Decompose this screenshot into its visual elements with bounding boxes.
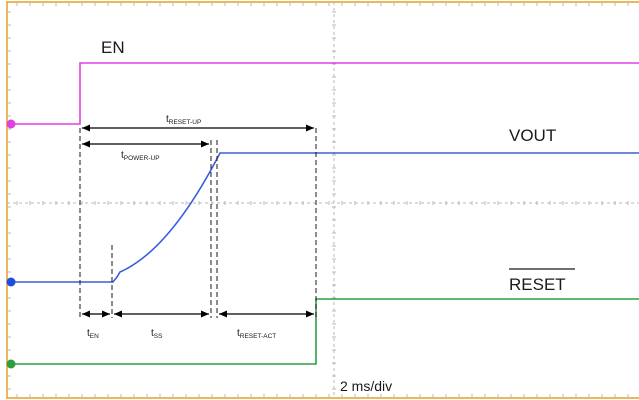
vout-trace xyxy=(11,152,639,283)
en-label: EN xyxy=(101,38,125,57)
label-t-reset-act: tRESET-ACT xyxy=(237,328,276,340)
en-trace xyxy=(11,62,639,125)
timing-arrows xyxy=(82,124,314,318)
reset-channel-marker xyxy=(6,359,16,369)
label-t-en: tEN xyxy=(87,328,99,340)
timing-markers xyxy=(79,128,317,318)
vout-channel-marker xyxy=(6,277,16,287)
time-scale-label: 2 ms/div xyxy=(340,378,392,394)
en-channel-marker xyxy=(6,119,16,129)
grid-ticks xyxy=(7,2,629,398)
label-t-power-up: tPOWER-UP xyxy=(121,150,160,162)
reset-trace xyxy=(11,298,639,365)
reset-label: RESET xyxy=(509,275,566,294)
vout-label: VOUT xyxy=(509,126,556,145)
label-t-reset-up: tRESET-UP xyxy=(166,114,201,126)
label-t-ss: tSS xyxy=(151,328,163,340)
scope-frame xyxy=(6,1,639,399)
